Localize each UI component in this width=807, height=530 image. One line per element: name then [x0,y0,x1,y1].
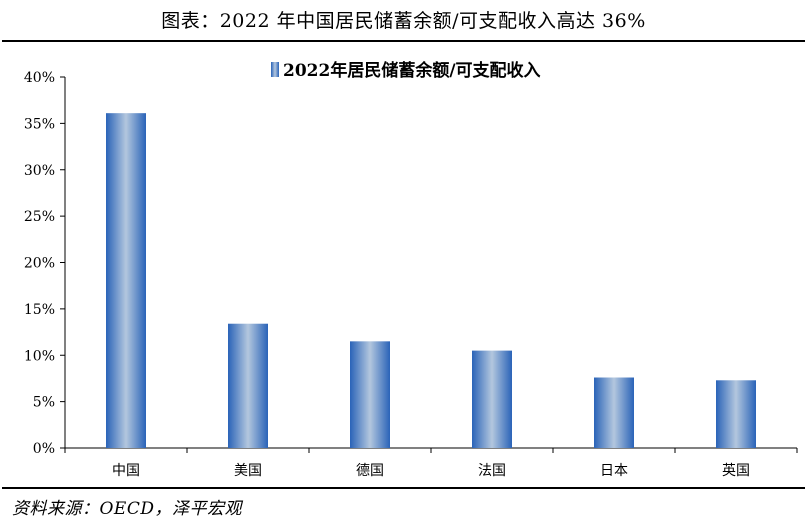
y-tick-label: 30% [24,163,55,179]
x-category-label: 英国 [722,462,750,479]
x-category-label: 法国 [478,463,506,479]
x-axis: 中国 美国 德国 法国 日本 英国 [64,447,798,479]
legend-label: 2022年居民储蓄余额/可支配收入 [283,60,541,81]
chart-title: 图表：2022 年中国居民储蓄余额/可支配收入高达 36% [161,10,646,32]
y-tick-label: 25% [24,209,55,225]
y-tick-label: 35% [24,116,55,132]
bar [228,323,268,448]
x-category-label: 德国 [356,463,384,479]
legend: 2022年居民储蓄余额/可支配收入 [271,60,541,81]
legend-swatch [271,62,279,77]
bar [594,377,634,448]
y-tick-label: 10% [24,348,55,364]
x-category-label: 中国 [112,463,140,479]
bar [472,350,512,448]
bar-chart: 2022年居民储蓄余额/可支配收入 0% 5% 10% 15% 20% 25% 30% 35%… [24,60,798,479]
y-tick-label: 20% [24,256,55,272]
y-tick-label: 40% [24,70,55,86]
bar [350,341,390,448]
bar [106,113,146,449]
y-tick-label: 5% [33,395,55,411]
y-tick-label: 15% [24,302,55,318]
bars [106,113,756,449]
y-axis: 0% 5% 10% 15% 20% 25% 30% 35% 40% [24,70,66,457]
top-rule [2,40,805,42]
bar [716,380,756,448]
x-category-label: 日本 [600,463,628,479]
y-tick-label: 0% [33,441,55,457]
x-category-label: 美国 [234,463,262,479]
source-note: 资料来源：OECD，泽平宏观 [12,499,242,519]
bottom-rule [2,487,805,489]
